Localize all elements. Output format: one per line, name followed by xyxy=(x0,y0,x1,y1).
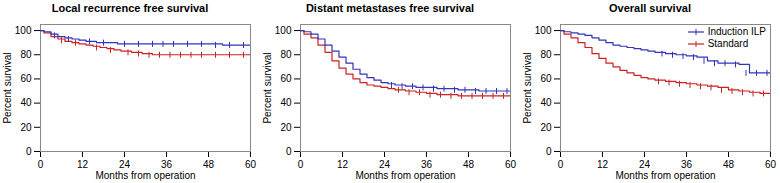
svg-text:0: 0 xyxy=(38,159,44,170)
svg-text:40: 40 xyxy=(540,97,552,108)
svg-text:Percent survival: Percent survival xyxy=(262,52,273,123)
html-text:Standard: Standard xyxy=(707,38,749,49)
svg-text:0: 0 xyxy=(546,146,552,157)
html-text:Distant metastases free surviv: Distant metastases free survival xyxy=(305,2,475,14)
svg-text:36: 36 xyxy=(681,159,693,170)
svg-text:24: 24 xyxy=(119,159,131,170)
svg-text:100: 100 xyxy=(15,25,32,36)
svg-text:Months from operation: Months from operation xyxy=(95,170,195,181)
svg-text:0: 0 xyxy=(26,146,32,157)
svg-text:36: 36 xyxy=(161,159,173,170)
svg-text:40: 40 xyxy=(20,97,32,108)
svg-text:80: 80 xyxy=(540,49,552,60)
svg-text:60: 60 xyxy=(20,73,32,84)
svg-text:48: 48 xyxy=(463,159,475,170)
svg-text:20: 20 xyxy=(280,122,292,133)
svg-text:12: 12 xyxy=(337,159,349,170)
html-text:Induction ILP: Induction ILP xyxy=(707,26,766,37)
svg-text:24: 24 xyxy=(379,159,391,170)
html-text:Overall survival: Overall survival xyxy=(609,2,691,14)
svg-text:0: 0 xyxy=(298,159,304,170)
svg-text:Percent survival: Percent survival xyxy=(2,52,13,123)
svg-text:20: 20 xyxy=(20,122,32,133)
svg-text:Percent survival: Percent survival xyxy=(522,52,533,123)
svg-text:12: 12 xyxy=(597,159,609,170)
svg-text:0: 0 xyxy=(286,146,292,157)
svg-text:Months from operation: Months from operation xyxy=(355,170,455,181)
svg-text:0: 0 xyxy=(558,159,564,170)
svg-text:12: 12 xyxy=(77,159,89,170)
svg-text:40: 40 xyxy=(280,97,292,108)
svg-text:60: 60 xyxy=(280,73,292,84)
svg-text:60: 60 xyxy=(245,159,257,170)
svg-text:80: 80 xyxy=(20,49,32,60)
svg-text:24: 24 xyxy=(639,159,651,170)
html-text:Local recurrence free survival: Local recurrence free survival xyxy=(51,2,209,14)
svg-text:60: 60 xyxy=(765,159,777,170)
svg-text:60: 60 xyxy=(540,73,552,84)
svg-text:36: 36 xyxy=(421,159,433,170)
svg-text:48: 48 xyxy=(723,159,735,170)
svg-text:Months from operation: Months from operation xyxy=(615,170,715,181)
svg-text:20: 20 xyxy=(540,122,552,133)
svg-text:100: 100 xyxy=(535,25,552,36)
svg-text:80: 80 xyxy=(280,49,292,60)
svg-text:100: 100 xyxy=(275,25,292,36)
svg-text:60: 60 xyxy=(505,159,517,170)
svg-text:48: 48 xyxy=(203,159,215,170)
